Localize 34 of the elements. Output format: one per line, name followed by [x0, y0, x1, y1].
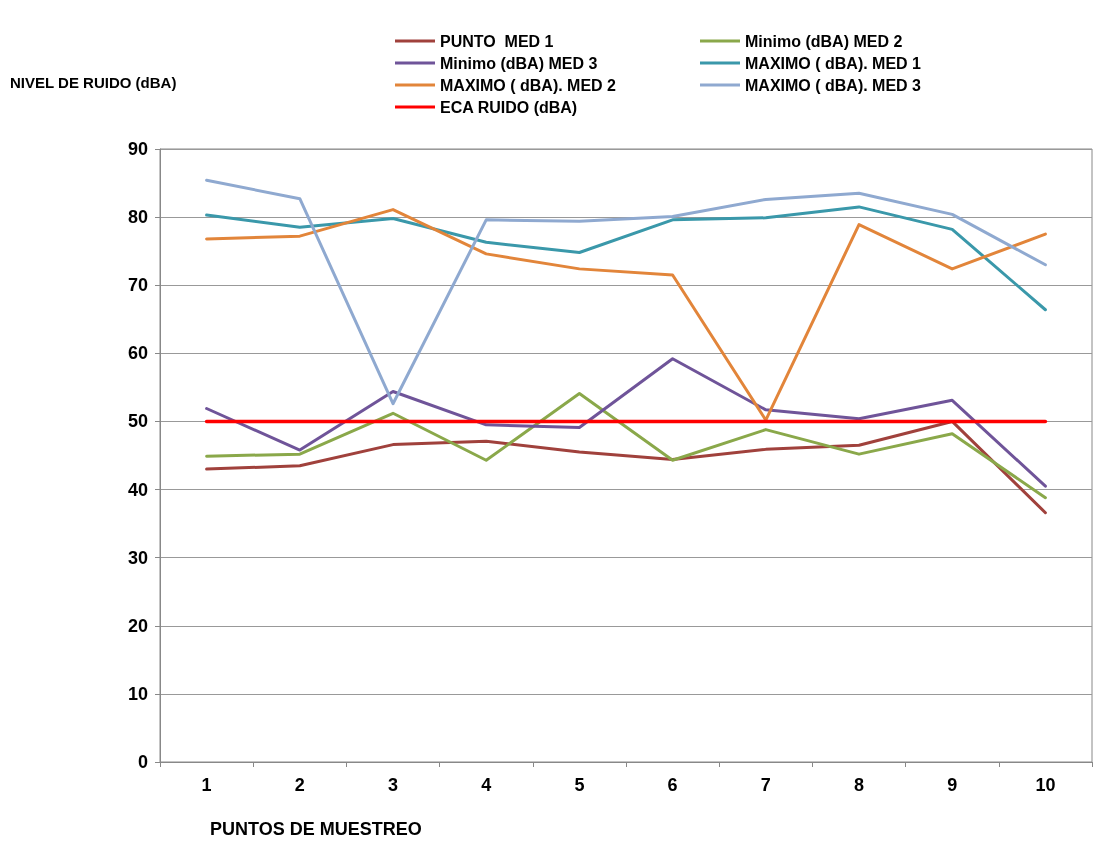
- legend-label: MAXIMO ( dBA). MED 1: [745, 54, 922, 72]
- line-series: [205, 357, 1047, 488]
- legend-label: ECA RUIDO (dBA): [440, 98, 578, 116]
- y-tick-label: 50: [127, 411, 148, 432]
- legend-label: Minimo (dBA) MED 3: [440, 54, 598, 72]
- x-tick-label: 5: [574, 775, 585, 795]
- x-tick-label: 1: [201, 775, 212, 795]
- y-tick-label: 30: [127, 547, 148, 568]
- x-tick-label: 9: [947, 775, 958, 795]
- x-tick-label: 2: [294, 775, 305, 795]
- y-axis-title: NIVEL DE RUIDO (dBA): [10, 73, 177, 91]
- y-tick-label: 70: [127, 275, 148, 296]
- line-series: [205, 178, 1047, 406]
- y-tick-label: 10: [127, 683, 148, 704]
- legend-label: MAXIMO ( dBA). MED 2: [440, 76, 617, 94]
- y-tick-label: 60: [127, 343, 148, 364]
- line-series: [205, 392, 1047, 500]
- x-axis-title: PUNTOS DE MUESTREO: [210, 819, 422, 839]
- legend-label: PUNTO MED 1: [440, 32, 554, 50]
- legend-label: Minimo (dBA) MED 2: [745, 32, 903, 50]
- x-tick-label: 8: [853, 775, 865, 795]
- y-tick-label: 0: [137, 752, 148, 772]
- y-tick-label: 90: [127, 139, 148, 159]
- x-tick-label: 4: [481, 775, 492, 795]
- x-tick-label: 7: [760, 775, 771, 795]
- y-tick-label: 20: [127, 615, 148, 636]
- x-tick-label: 3: [387, 775, 399, 795]
- y-tick-label: 40: [127, 479, 148, 500]
- line-series: [205, 208, 1047, 422]
- x-tick-label: 10: [1035, 775, 1056, 795]
- y-tick-label: 80: [127, 207, 148, 228]
- x-tick-label: 6: [667, 775, 678, 795]
- legend-label: MAXIMO ( dBA). MED 3: [745, 76, 922, 94]
- line-series: [205, 205, 1047, 312]
